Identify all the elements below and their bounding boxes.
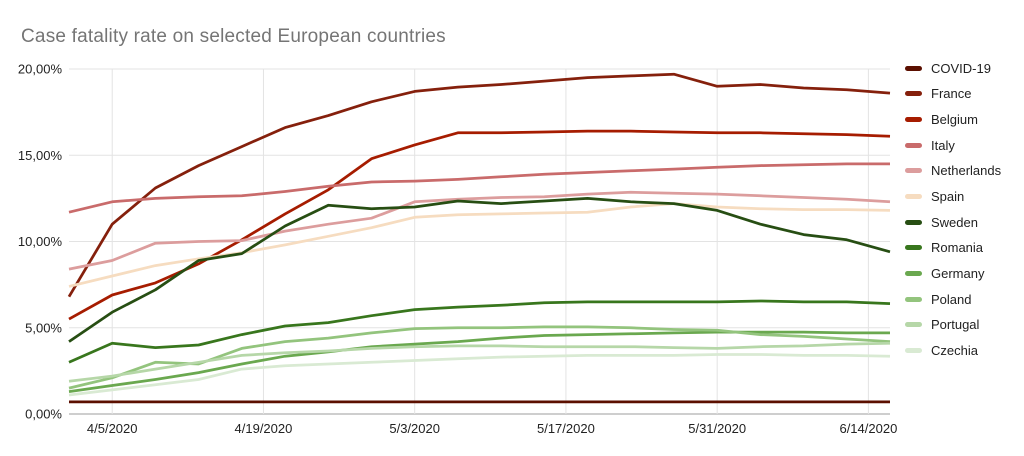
x-tick-label-4/19/2020: 4/19/2020 [235,421,293,436]
series-line-italy[interactable] [68,162,890,214]
legend-label-italy: Italy [931,137,955,153]
legend-item-romania[interactable]: Romania [905,239,1001,257]
legend-item-covid-19[interactable]: COVID-19 [905,59,1001,77]
legend-item-italy[interactable]: Italy [905,136,1001,154]
legend-label-czechia: Czechia [931,343,978,359]
legend-swatch-romania [905,245,922,251]
x-tick-label-5/17/2020: 5/17/2020 [537,421,595,436]
series-line-romania[interactable] [68,299,891,364]
legend-swatch-portugal [905,322,922,328]
x-tick-label-5/3/2020: 5/3/2020 [389,421,440,436]
legend-label-netherlands: Netherlands [931,163,1002,179]
legend-item-netherlands[interactable]: Netherlands [905,162,1001,180]
chart-legend: COVID-19 France Belgium Italy Netherlands Spa… [905,59,1001,367]
series-line-france[interactable] [67,72,891,298]
legend-item-poland[interactable]: Poland [905,290,1001,308]
legend-label-covid-19: COVID-19 [931,60,991,76]
legend-item-portugal[interactable]: Portugal [905,316,1001,334]
legend-item-spain[interactable]: Spain [905,187,1001,205]
y-tick-label-5: 5,00% [25,320,62,335]
series-line-germany[interactable] [68,330,890,393]
legend-label-germany: Germany [931,266,985,281]
legend-label-belgium: Belgium [931,111,978,127]
legend-label-poland: Poland [931,291,972,307]
legend-swatch-france [905,91,922,97]
y-tick-label-0: 0,00% [25,407,62,422]
legend-swatch-sweden [905,219,922,225]
series-line-netherlands[interactable] [68,190,891,271]
legend-item-sweden[interactable]: Sweden [905,213,1001,231]
y-tick-label-10: 10,00% [18,234,63,249]
y-tick-label-20: 20,00% [18,62,63,77]
legend-swatch-germany [905,271,922,276]
legend-item-france[interactable]: France [905,85,1001,103]
series-line-czechia[interactable] [68,353,891,397]
legend-label-portugal: Portugal [931,317,980,333]
legend-swatch-netherlands [905,168,922,174]
legend-item-czechia[interactable]: Czechia [905,342,1001,360]
legend-item-belgium[interactable]: Belgium [905,110,1001,128]
legend-label-france: France [931,86,972,102]
legend-swatch-belgium [905,116,922,122]
series-line-spain[interactable] [68,202,891,288]
chart-title: Case fatality rate on selected European … [21,26,446,47]
legend-label-sweden: Sweden [931,214,978,230]
legend-swatch-czechia [905,348,922,354]
series-line-portugal[interactable] [68,341,891,383]
x-tick-label-6/14/2020: 6/14/2020 [839,421,897,436]
legend-label-romania: Romania [931,240,984,256]
legend-item-germany[interactable]: Germany [905,265,1001,283]
legend-swatch-poland [905,296,922,302]
y-tick-label-15: 15,00% [18,148,63,163]
x-tick-label-4/5/2020: 4/5/2020 [87,421,138,436]
legend-swatch-spain [905,193,922,199]
x-tick-label-5/31/2020: 5/31/2020 [688,421,746,436]
legend-swatch-italy [905,142,922,148]
series-line-sweden[interactable] [68,197,891,343]
legend-swatch-covid-19 [905,65,922,71]
legend-label-spain: Spain [931,188,965,204]
